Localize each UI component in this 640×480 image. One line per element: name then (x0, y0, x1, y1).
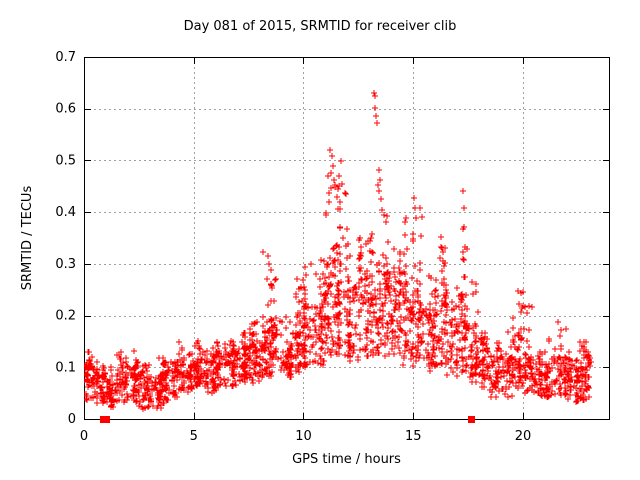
plot-border (84, 57, 610, 420)
x-tick-label: 0 (80, 429, 88, 444)
x-axis-label: GPS time / hours (292, 452, 401, 467)
x-tick-label: 20 (515, 429, 532, 444)
y-axis-label: SRMTID / TECUs (20, 185, 35, 291)
y-tick-label: 0.6 (55, 102, 76, 117)
y-tick-label: 0.4 (55, 205, 76, 220)
y-tick-label: 0.5 (55, 153, 76, 168)
zero-flag-marker (103, 416, 110, 423)
x-tick-label: 5 (190, 429, 198, 444)
x-tick-label: 15 (405, 429, 422, 444)
zero-flag-marker (468, 416, 475, 423)
x-tick-label: 10 (295, 429, 312, 444)
y-tick-label: 0.2 (55, 309, 76, 324)
y-tick-label: 0.3 (55, 257, 76, 272)
y-tick-label: 0 (68, 412, 76, 427)
y-tick-label: 0.7 (55, 50, 76, 65)
data-points (84, 90, 594, 412)
y-tick-label: 0.1 (55, 360, 76, 375)
chart-title: Day 081 of 2015, SRMTID for receiver cli… (183, 19, 457, 34)
